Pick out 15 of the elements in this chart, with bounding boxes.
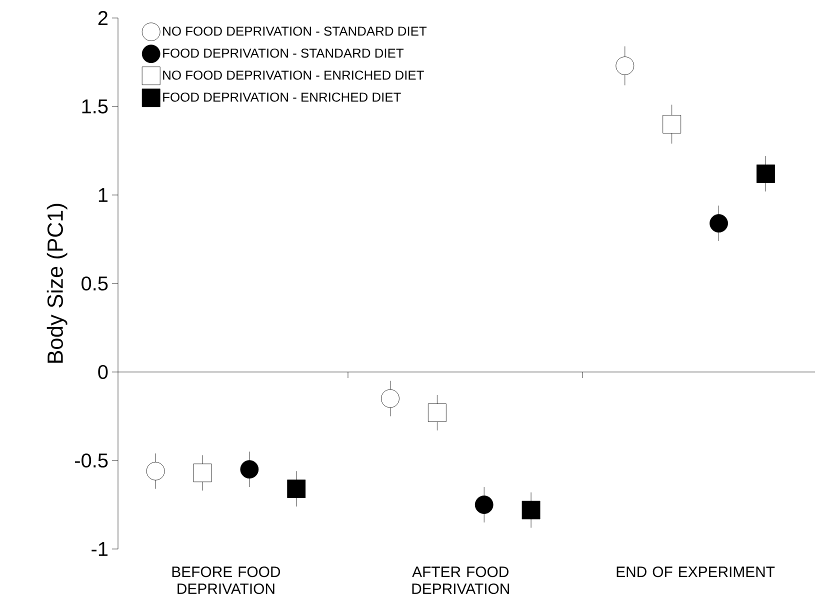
- x-tick-label: END OF EXPERIMENT: [616, 566, 775, 578]
- legend-label: FOOD DEPRIVATION - STANDARD DIET: [163, 48, 404, 58]
- y-tick-label: -1: [92, 542, 108, 556]
- x-tick-label: AFTER FOOD DEPRIVATION: [412, 566, 509, 594]
- legend-label: FOOD DEPRIVATION - ENRICHED DIET: [163, 92, 401, 102]
- y-tick-label: -0.5: [75, 453, 108, 468]
- legend-label: NO FOOD DEPRIVATION - STANDARD DIET: [163, 26, 427, 36]
- legend-label: NO FOOD DEPRIVATION - ENRICHED DIET: [163, 70, 424, 80]
- x-tick-label: BEFORE FOOD DEPRIVATION: [172, 566, 280, 594]
- y-axis-title: Body Size (PC1): [46, 204, 68, 363]
- y-tick-label: 0.5: [82, 276, 108, 291]
- y-tick-label: 0: [98, 364, 108, 380]
- y-tick-label: 1.5: [82, 100, 108, 114]
- y-tick-label: 1: [98, 188, 108, 202]
- y-tick-label: 2: [98, 11, 108, 25]
